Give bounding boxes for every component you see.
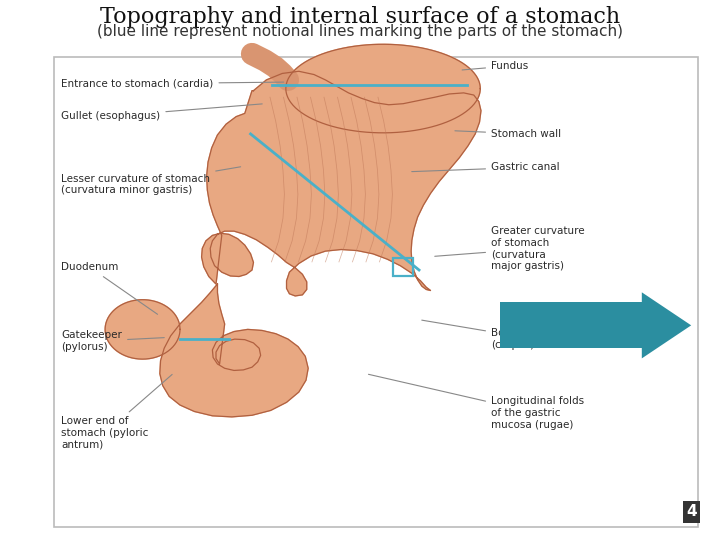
Text: Stomach wall: Stomach wall xyxy=(455,129,561,139)
Text: Lesser curvature of stomach
(curvatura minor gastris): Lesser curvature of stomach (curvatura m… xyxy=(61,167,240,195)
Bar xyxy=(500,302,645,348)
Polygon shape xyxy=(160,284,308,417)
Text: Fundus: Fundus xyxy=(462,61,528,71)
Text: Greater curvature
of stomach
(curvatura
major gastris): Greater curvature of stomach (curvatura … xyxy=(435,226,585,271)
Text: 4: 4 xyxy=(686,504,697,519)
Text: Topography and internal surface of a stomach: Topography and internal surface of a sto… xyxy=(100,6,620,28)
Text: (blue line represent notional lines marking the parts of the stomach): (blue line represent notional lines mark… xyxy=(97,24,623,39)
Text: Body of stomach
(corpus): Body of stomach (corpus) xyxy=(422,320,579,350)
Polygon shape xyxy=(642,292,691,359)
Text: Longitudinal folds
of the gastric
mucosa (rugae): Longitudinal folds of the gastric mucosa… xyxy=(369,374,584,430)
Text: Lower end of
stomach (pyloric
antrum): Lower end of stomach (pyloric antrum) xyxy=(61,374,172,450)
Text: Duodenum: Duodenum xyxy=(61,262,158,314)
Text: Gastric canal: Gastric canal xyxy=(412,163,559,172)
Text: Gullet (esophagus): Gullet (esophagus) xyxy=(61,104,262,121)
Polygon shape xyxy=(202,71,481,296)
Bar xyxy=(393,258,413,276)
Text: Entrance to stomach (cardia): Entrance to stomach (cardia) xyxy=(61,79,284,89)
Text: Gatekeeper
(pylorus): Gatekeeper (pylorus) xyxy=(61,330,164,352)
Bar xyxy=(54,57,698,526)
Polygon shape xyxy=(105,300,180,359)
Polygon shape xyxy=(286,44,480,133)
